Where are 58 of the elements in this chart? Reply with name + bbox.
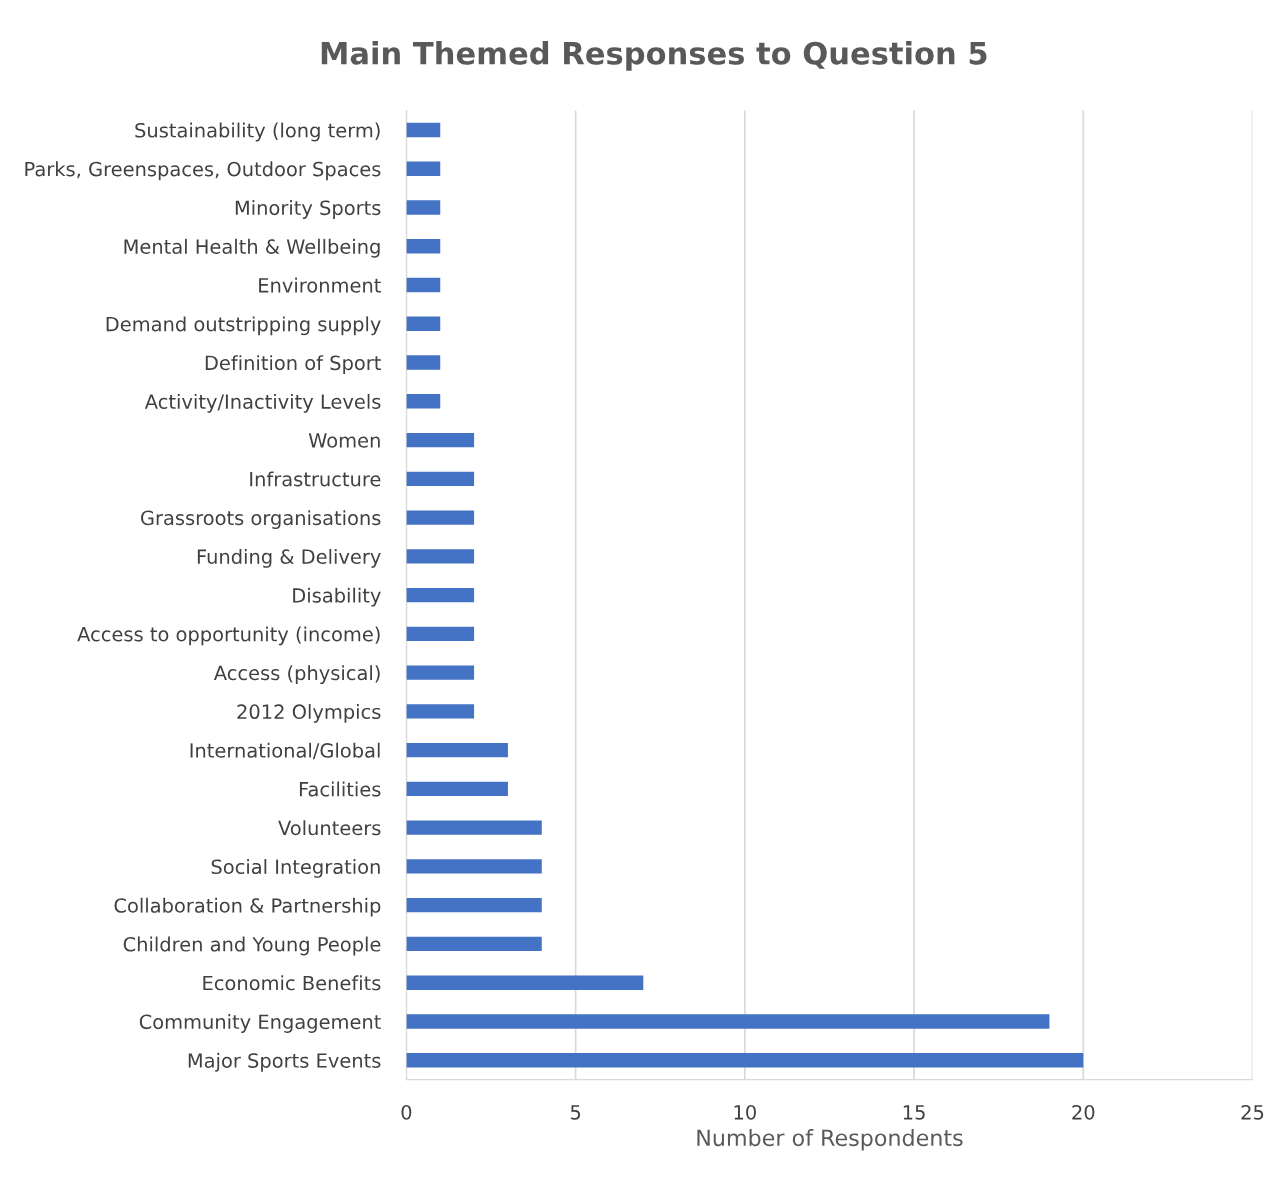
bar: [406, 820, 542, 835]
y-tick-label: Community Engagement: [139, 1014, 381, 1033]
x-tick-label: 10: [734, 1104, 756, 1120]
y-tick-label: 2012 Olympics: [237, 703, 381, 723]
y-tick-label: Access (physical): [213, 665, 380, 685]
bar: [406, 898, 542, 913]
y-tick-label: Infrastructure: [250, 471, 381, 487]
y-tick-label: Definition of Sport: [205, 355, 381, 374]
y-tick-label: Demand outstripping supply: [106, 316, 381, 336]
bar: [406, 510, 475, 525]
y-tick-label: Environment: [259, 277, 381, 293]
y-tick-label: Activity/Inactivity Levels: [144, 393, 381, 413]
y-tick-label: Children and Young People: [123, 936, 381, 956]
y-tick-label: Collaboration & Partnership: [114, 897, 381, 917]
bar: [406, 549, 475, 564]
bar: [406, 355, 441, 370]
bar: [406, 936, 542, 952]
x-tick-label: 20: [1072, 1104, 1095, 1120]
y-tick-label: Access to opportunity (income): [77, 626, 380, 646]
bar: [406, 975, 644, 990]
bar: [406, 742, 508, 758]
bar: [406, 587, 475, 603]
y-tick-label: Volunteers: [278, 820, 381, 836]
bar: [406, 394, 441, 409]
bar: [406, 122, 441, 138]
x-tick-label: 25: [1241, 1104, 1264, 1120]
bar: [406, 200, 441, 215]
y-tick-label: Funding & Delivery: [197, 548, 381, 568]
chart-title: Main Themed Responses to Question 5: [321, 41, 987, 71]
bar: [406, 277, 441, 293]
y-tick-label: Minority Sports: [235, 200, 381, 219]
y-tick-label: Major Sports Events: [188, 1052, 381, 1072]
bar: [406, 665, 475, 680]
bar: [406, 471, 475, 486]
y-tick-label: Mental Health & Wellbeing: [124, 238, 380, 258]
y-tick-label: Facilities: [299, 781, 381, 797]
y-tick-label: Parks, Greenspaces, Outdoor Spaces: [25, 161, 381, 181]
bar: [406, 626, 475, 642]
bar: [406, 859, 542, 874]
x-tick-label: 5: [570, 1105, 581, 1120]
bar: [406, 781, 508, 797]
y-tick-label: Disability: [293, 587, 381, 607]
x-tick-label: 0: [401, 1104, 412, 1120]
x-tick-label: 15: [903, 1105, 925, 1120]
x-axis-title: Number of Respondents: [697, 1128, 963, 1151]
bar: [406, 161, 441, 176]
y-tick-label: Grassroots organisations: [141, 510, 381, 529]
y-tick-label: Women: [308, 433, 380, 448]
y-tick-label: Economic Benefits: [203, 975, 381, 991]
bar: [406, 316, 441, 331]
bar: [406, 432, 475, 448]
bar: [406, 1014, 1050, 1029]
bar: [406, 1053, 1084, 1068]
y-tick-label: Sustainability (long term): [135, 122, 380, 142]
y-tick-label: Social Integration: [211, 859, 380, 878]
y-tick-label: International/Global: [190, 742, 380, 760]
bar: [406, 704, 475, 719]
bar: [406, 239, 441, 254]
